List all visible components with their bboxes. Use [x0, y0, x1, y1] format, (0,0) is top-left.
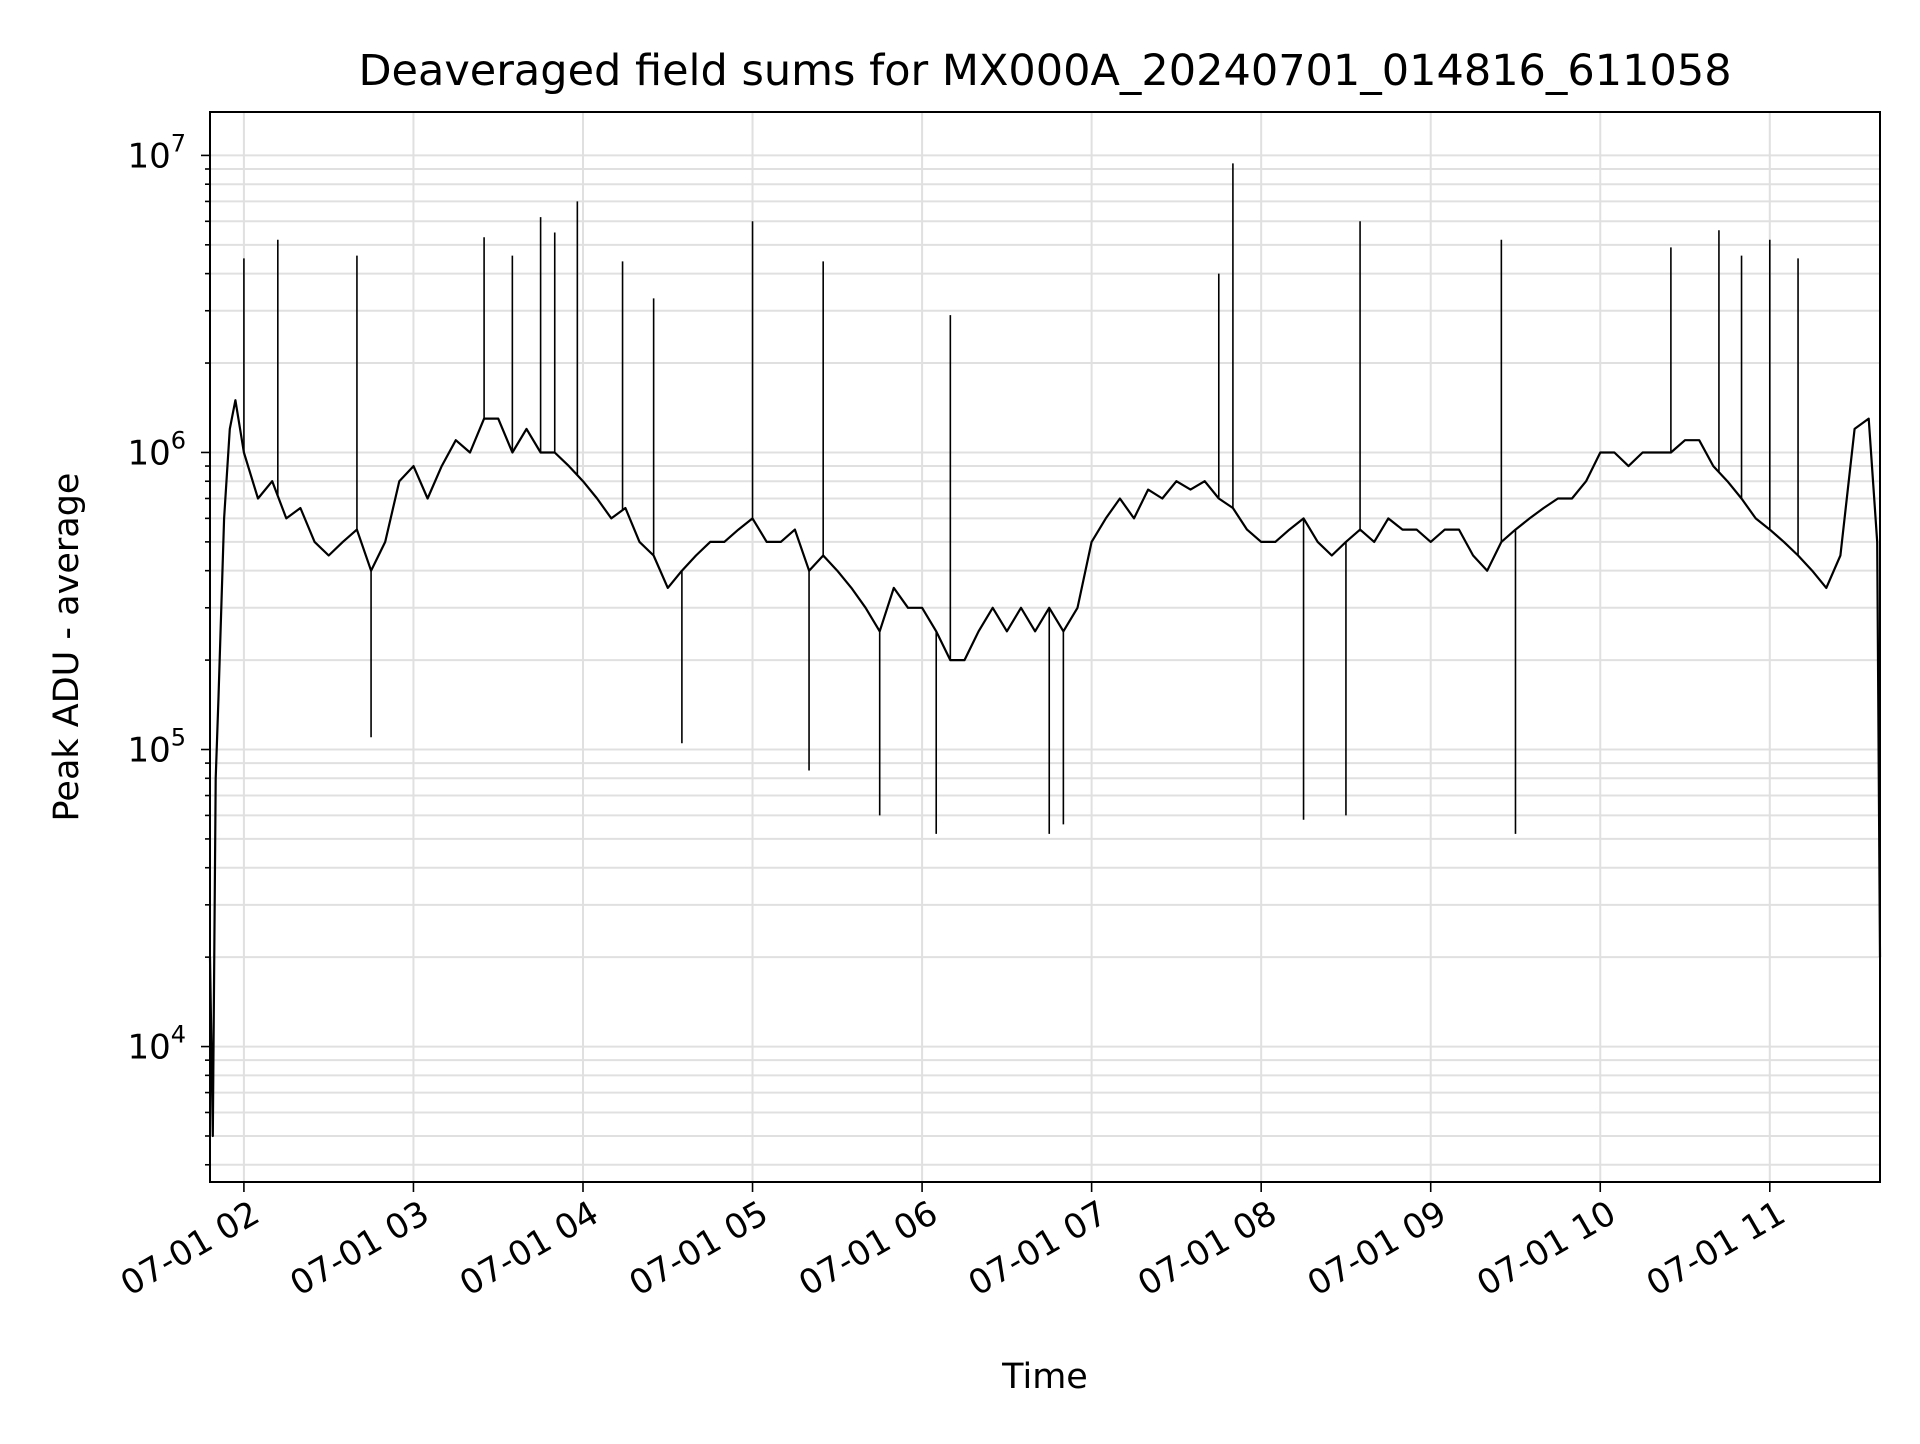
y-tick-label: 105: [127, 724, 186, 771]
x-tick-label: 07-01 08: [1131, 1193, 1283, 1304]
x-tick-label: 07-01 06: [792, 1193, 944, 1304]
x-tick-label: 07-01 11: [1640, 1193, 1792, 1304]
plot-area-frame: [209, 111, 1881, 1183]
x-tick-label: 07-01 07: [962, 1193, 1114, 1304]
x-tick-label: 07-01 02: [114, 1193, 266, 1304]
y-axis-label: Peak ADU - average: [47, 473, 87, 822]
y-tick-label: 106: [127, 426, 186, 473]
x-tick-label: 07-01 10: [1470, 1193, 1622, 1304]
series-line: [208, 399, 1882, 1138]
chart-title: Deaveraged field sums for MX000A_2024070…: [358, 46, 1731, 96]
y-tick-label: 107: [127, 129, 186, 176]
x-axis-label: Time: [1001, 1357, 1088, 1397]
y-axis-ticks: 104 105 106 107: [127, 129, 210, 1166]
x-tick-label: 07-01 09: [1301, 1193, 1453, 1304]
x-tick-label: 07-01 03: [284, 1193, 436, 1304]
data-series: [208, 163, 1882, 1138]
x-tick-label: 07-01 04: [453, 1193, 605, 1304]
x-axis-ticks: 07-01 02 07-01 03 07-01 04 07-01 05 07-01 06…: [114, 1182, 1792, 1304]
grid: [210, 112, 1880, 1182]
y-tick-label: 104: [127, 1021, 186, 1068]
x-tick-label: 07-01 05: [623, 1193, 775, 1304]
